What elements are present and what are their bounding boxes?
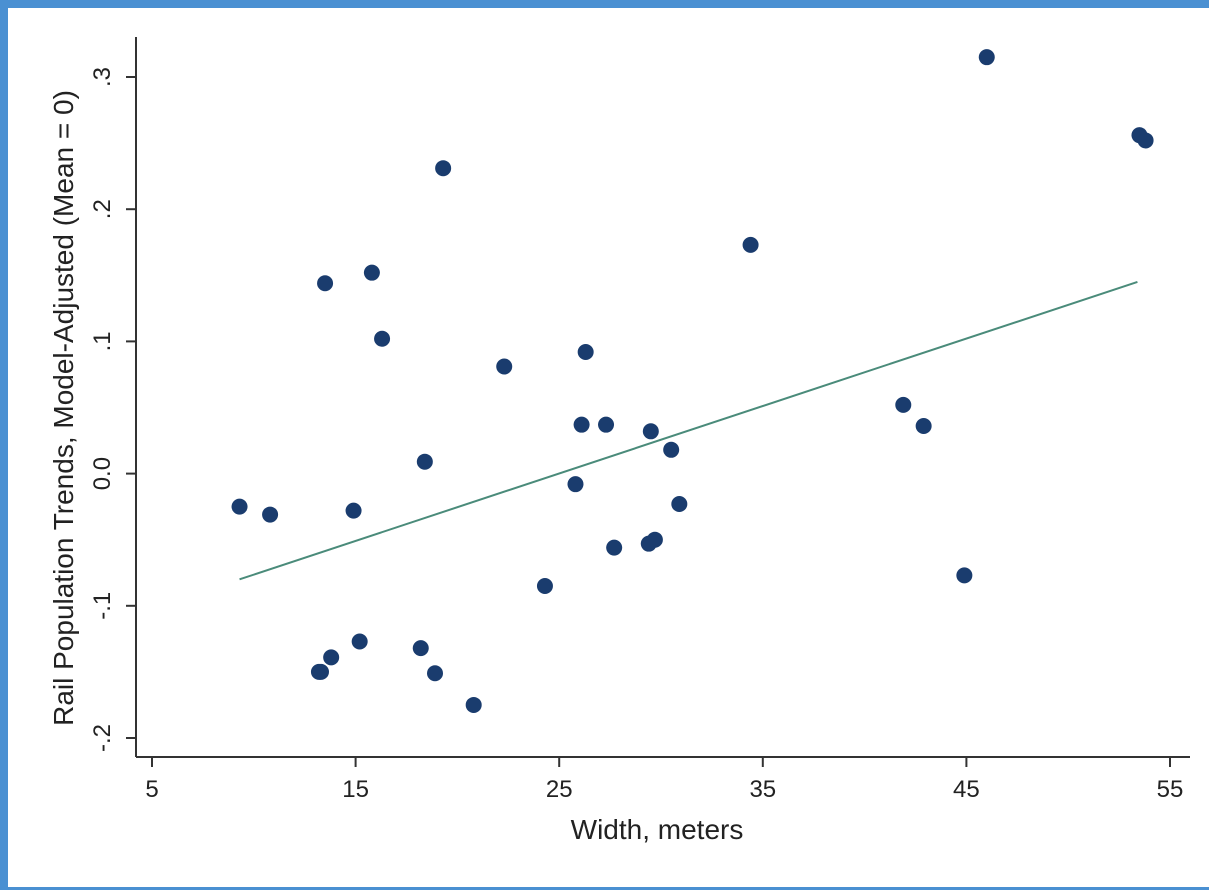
y-tick-label: 0.0	[89, 457, 116, 490]
axes: -.2 -.1 0.0 .1 .2 .3 5 15 25 35 45 55	[89, 37, 1190, 803]
data-point	[598, 416, 615, 433]
data-point	[312, 663, 329, 680]
data-point	[496, 358, 513, 375]
data-point	[663, 441, 680, 458]
data-point	[642, 423, 659, 440]
x-tick-label: 35	[749, 776, 776, 803]
y-tick-label: -.1	[89, 592, 116, 620]
data-point	[742, 236, 759, 253]
x-tick-label: 45	[953, 776, 980, 803]
y-tick-label: .3	[89, 67, 116, 87]
x-axis-title: Width, meters	[571, 814, 744, 845]
data-point	[262, 506, 279, 523]
x-tick-label: 15	[342, 776, 369, 803]
data-point	[573, 416, 590, 433]
fit-line	[239, 280, 1138, 581]
y-tick-label: .2	[89, 199, 116, 219]
data-point	[536, 577, 553, 594]
data-point	[978, 49, 995, 66]
data-point	[374, 330, 391, 347]
data-point	[317, 275, 334, 292]
data-point	[606, 539, 623, 556]
data-point	[915, 418, 932, 435]
data-point	[646, 531, 663, 548]
data-point	[416, 453, 433, 470]
y-tick-label: -.2	[89, 724, 116, 752]
data-point	[895, 396, 912, 413]
fit-line-group	[239, 280, 1138, 581]
data-point	[465, 696, 482, 713]
data-point	[345, 502, 362, 519]
data-point	[1137, 132, 1154, 149]
data-point	[567, 476, 584, 493]
data-point	[323, 649, 340, 666]
x-tick-label: 25	[546, 776, 573, 803]
y-axis-title: Rail Population Trends, Model-Adjusted (…	[48, 90, 79, 726]
data-point	[412, 640, 429, 657]
y-tick-label: .1	[89, 331, 116, 351]
points-group	[231, 49, 1154, 713]
data-point	[351, 633, 368, 650]
data-point	[956, 567, 973, 584]
data-point	[671, 496, 688, 513]
x-tick-label: 55	[1157, 776, 1184, 803]
data-point	[363, 264, 380, 281]
data-point	[231, 498, 248, 515]
data-point	[427, 665, 444, 682]
data-point	[435, 160, 452, 177]
x-tick-label: 5	[145, 776, 158, 803]
data-point	[577, 343, 594, 360]
